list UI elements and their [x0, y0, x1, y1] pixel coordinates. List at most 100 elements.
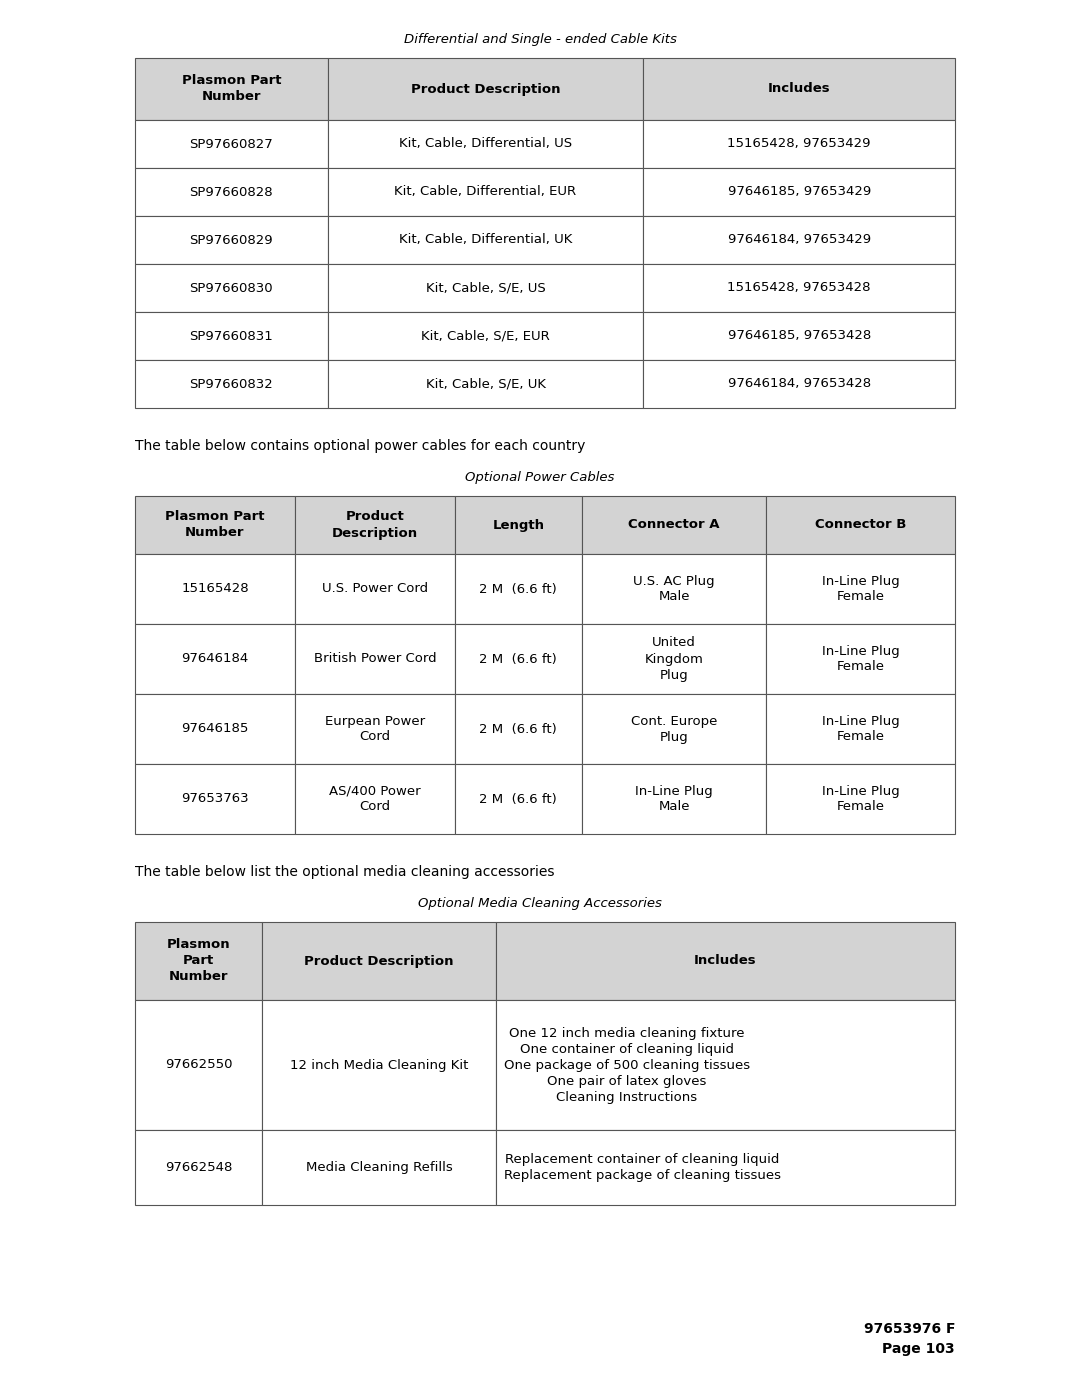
Bar — [135, 360, 327, 408]
Bar — [295, 764, 455, 834]
Bar — [135, 264, 327, 312]
Text: SP97660832: SP97660832 — [189, 377, 273, 391]
Text: Kit, Cable, Differential, EUR: Kit, Cable, Differential, EUR — [394, 186, 577, 198]
Text: Plasmon Part
Number: Plasmon Part Number — [165, 510, 265, 539]
Bar — [327, 217, 644, 264]
Text: 97646185, 97653429: 97646185, 97653429 — [728, 186, 870, 198]
Bar — [135, 120, 327, 168]
Text: The table below contains optional power cables for each country: The table below contains optional power … — [135, 439, 585, 453]
Bar — [135, 1000, 262, 1130]
Bar — [327, 120, 644, 168]
Text: AS/400 Power
Cord: AS/400 Power Cord — [329, 785, 421, 813]
Bar — [135, 217, 327, 264]
Text: 97646184: 97646184 — [181, 652, 248, 665]
Text: Kit, Cable, Differential, UK: Kit, Cable, Differential, UK — [399, 233, 572, 246]
Bar — [135, 922, 262, 1000]
Text: 12 inch Media Cleaning Kit: 12 inch Media Cleaning Kit — [289, 1059, 468, 1071]
Text: Product Description: Product Description — [410, 82, 561, 95]
Text: The table below list the optional media cleaning accessories: The table below list the optional media … — [135, 865, 554, 879]
Text: 2 M  (6.6 ft): 2 M (6.6 ft) — [480, 583, 557, 595]
Bar — [496, 1130, 955, 1206]
Text: 2 M  (6.6 ft): 2 M (6.6 ft) — [480, 792, 557, 806]
Text: U.S. Power Cord: U.S. Power Cord — [322, 583, 428, 595]
Text: United
Kingdom
Plug: United Kingdom Plug — [645, 637, 703, 682]
Bar — [767, 624, 955, 694]
Bar — [135, 764, 295, 834]
Bar — [644, 360, 955, 408]
Bar — [767, 496, 955, 555]
Bar — [455, 764, 582, 834]
Text: In-Line Plug
Male: In-Line Plug Male — [635, 785, 713, 813]
Text: 97646185: 97646185 — [181, 722, 248, 735]
Bar — [582, 496, 767, 555]
Bar — [327, 312, 644, 360]
Bar — [644, 168, 955, 217]
Bar — [295, 694, 455, 764]
Text: In-Line Plug
Female: In-Line Plug Female — [822, 644, 900, 673]
Text: Eurpean Power
Cord: Eurpean Power Cord — [325, 714, 424, 743]
Bar — [582, 624, 767, 694]
Text: Kit, Cable, S/E, US: Kit, Cable, S/E, US — [426, 282, 545, 295]
Text: 97646185, 97653428: 97646185, 97653428 — [728, 330, 870, 342]
Bar — [135, 624, 295, 694]
Text: Plasmon
Part
Number: Plasmon Part Number — [166, 939, 230, 983]
Text: 2 M  (6.6 ft): 2 M (6.6 ft) — [480, 652, 557, 665]
Text: Replacement container of cleaning liquid
Replacement package of cleaning tissues: Replacement container of cleaning liquid… — [503, 1153, 781, 1182]
Bar — [496, 922, 955, 1000]
Bar — [644, 120, 955, 168]
Bar — [327, 59, 644, 120]
Bar — [262, 1130, 496, 1206]
Text: Kit, Cable, Differential, US: Kit, Cable, Differential, US — [399, 137, 572, 151]
Text: One 12 inch media cleaning fixture
One container of cleaning liquid
One package : One 12 inch media cleaning fixture One c… — [503, 1027, 750, 1104]
Text: Plasmon Part
Number: Plasmon Part Number — [181, 74, 281, 103]
Text: Product Description: Product Description — [305, 954, 454, 968]
Bar — [327, 168, 644, 217]
Bar — [295, 496, 455, 555]
Text: Connector A: Connector A — [629, 518, 720, 531]
Text: U.S. AC Plug
Male: U.S. AC Plug Male — [633, 574, 715, 604]
Bar — [327, 360, 644, 408]
Bar — [262, 1000, 496, 1130]
Bar — [644, 217, 955, 264]
Text: Kit, Cable, S/E, EUR: Kit, Cable, S/E, EUR — [421, 330, 550, 342]
Text: 97653976 F: 97653976 F — [864, 1322, 955, 1336]
Text: 15165428, 97653428: 15165428, 97653428 — [728, 282, 870, 295]
Bar — [582, 764, 767, 834]
Text: In-Line Plug
Female: In-Line Plug Female — [822, 574, 900, 604]
Text: SP97660831: SP97660831 — [189, 330, 273, 342]
Bar — [295, 555, 455, 624]
Bar — [582, 555, 767, 624]
Bar — [327, 264, 644, 312]
Bar — [135, 694, 295, 764]
Bar — [455, 496, 582, 555]
Text: 15165428: 15165428 — [181, 583, 248, 595]
Bar — [767, 694, 955, 764]
Text: 97662550: 97662550 — [165, 1059, 232, 1071]
Text: Includes: Includes — [768, 82, 831, 95]
Text: Includes: Includes — [694, 954, 757, 968]
Text: 15165428, 97653429: 15165428, 97653429 — [728, 137, 870, 151]
Text: Media Cleaning Refills: Media Cleaning Refills — [306, 1161, 453, 1173]
Bar — [644, 59, 955, 120]
Text: Kit, Cable, S/E, UK: Kit, Cable, S/E, UK — [426, 377, 545, 391]
Text: 97662548: 97662548 — [165, 1161, 232, 1173]
Bar — [767, 555, 955, 624]
Bar — [644, 312, 955, 360]
Bar — [455, 624, 582, 694]
Text: 97646184, 97653428: 97646184, 97653428 — [728, 377, 870, 391]
Text: Connector B: Connector B — [815, 518, 906, 531]
Text: British Power Cord: British Power Cord — [313, 652, 436, 665]
Text: 97646184, 97653429: 97646184, 97653429 — [728, 233, 870, 246]
Text: Product
Description: Product Description — [332, 510, 418, 539]
Bar — [767, 764, 955, 834]
Bar — [135, 555, 295, 624]
Text: Page 103: Page 103 — [882, 1343, 955, 1356]
Bar — [295, 624, 455, 694]
Text: In-Line Plug
Female: In-Line Plug Female — [822, 785, 900, 813]
Text: Length: Length — [492, 518, 544, 531]
Text: 2 M  (6.6 ft): 2 M (6.6 ft) — [480, 722, 557, 735]
Text: SP97660827: SP97660827 — [189, 137, 273, 151]
Bar — [262, 922, 496, 1000]
Bar — [135, 312, 327, 360]
Text: Optional Power Cables: Optional Power Cables — [465, 472, 615, 485]
